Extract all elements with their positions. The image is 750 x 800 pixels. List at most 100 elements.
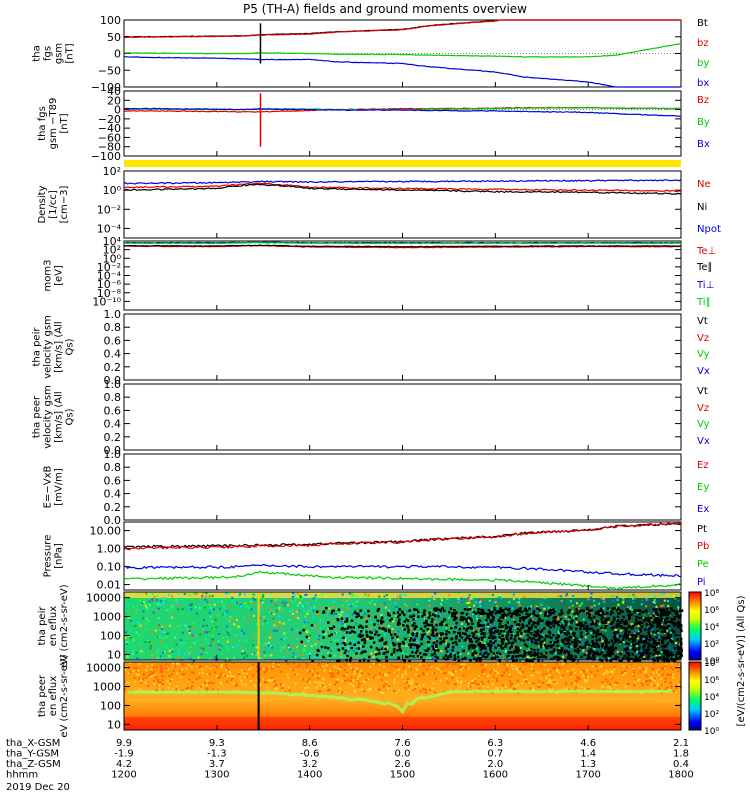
fgs-legend-1: bz [697, 38, 709, 49]
fgs-ytick-label: 100 [100, 14, 121, 27]
time-row-value: 1.8 [673, 749, 689, 760]
peer_en-ytick-label: 100 [100, 699, 121, 712]
panel-peir_en: 10000 1000 100 10 tha peiren efluxeV (cm2-s-… [37, 584, 684, 668]
peir_vel-ytick-label: 1.0 [104, 308, 122, 321]
fgs_t89-ylabel: tha fgsgsm −T89[nT] [37, 98, 70, 150]
fgs_t89-ytick-label: 0 [114, 104, 121, 117]
efield-legend-0: Ez [697, 460, 709, 471]
colorbar-tick-label: 10⁰ [704, 727, 719, 737]
time-row-value: 2.6 [395, 759, 411, 770]
time-row-value: -0.6 [300, 749, 320, 760]
time-row-value: 1500 [390, 770, 415, 781]
time-row-value: 3.7 [209, 759, 225, 770]
fgs_t89-ytick-label: −80 [98, 141, 121, 154]
colorbar-tick-label: 10⁴ [704, 693, 719, 703]
peer_vel-ytick-label: 0.4 [104, 418, 122, 431]
fgs-ytick-label: −100 [91, 81, 121, 94]
plot-title: P5 (TH-A) fields and ground moments over… [243, 2, 527, 16]
panel-peer_en: 10000 1000 100 10 tha peeren efluxeV (cm2-s-… [37, 654, 683, 738]
colorbar-tick-label: 10² [704, 640, 719, 650]
fgs-legend-2: by [697, 58, 709, 69]
time-row-value: 1800 [668, 770, 693, 781]
peir_vel-frame [123, 313, 682, 381]
pressure-ytick-label: 0.01 [97, 579, 122, 592]
peer_en-ytick-label: 1000 [93, 681, 121, 694]
peir_vel-legend-3: Vx [697, 366, 710, 377]
fgs-series-2 [123, 42, 682, 58]
time-row-value: 1400 [297, 770, 322, 781]
pressure-ytick-label: 10.00 [90, 525, 122, 538]
peir_vel-ytick-label: 0.8 [104, 321, 122, 334]
efield-ytick-label: 0.8 [104, 461, 122, 474]
peer_vel-ytick-label: 1.0 [104, 378, 122, 391]
peer_vel-ytick-label: 0.6 [104, 404, 122, 417]
density-frame [123, 170, 682, 239]
peer_en-ytick-label: 10000 [86, 662, 121, 675]
density-ytick-label: 10⁻² [97, 203, 121, 216]
peer_vel-legend-0: Vt [697, 386, 708, 397]
fgs-series-1 [123, 19, 681, 39]
colorbar-tick-label: 10⁶ [704, 606, 719, 616]
peir_en-ytick-label: 100 [100, 629, 121, 642]
efield-legend-1: Ey [697, 482, 709, 493]
pressure-series-0 [123, 522, 682, 549]
efield-ytick-label: 0.2 [104, 501, 122, 514]
density-ytick-label: 10² [103, 165, 121, 178]
plot-date: 2019 Dec 20 [6, 782, 70, 793]
time-row-value: 0.4 [673, 759, 689, 770]
density-series-0 [123, 182, 682, 193]
peir_vel-legend-2: Vy [697, 349, 710, 360]
density-legend-2: Npot [697, 224, 721, 235]
time-row-value: -1.3 [207, 749, 227, 760]
time-row-label: hhmm [6, 770, 38, 781]
peer_vel-ytick-label: 0.0 [104, 444, 122, 457]
pressure-legend-2: Pe [697, 559, 709, 570]
peer_vel-ytick-label: 0.2 [104, 431, 122, 444]
fgs_t89-frame [123, 90, 682, 157]
efield-ylabel: E=−VxB[mV/m] [43, 466, 65, 509]
fgs_t89-ytick-label: 20 [107, 94, 121, 107]
moms-legend-1: Te∥ [696, 262, 713, 273]
density-ytick-label: 10⁰ [103, 184, 122, 197]
colorbar-tick-label: 10² [704, 710, 719, 720]
time-row-value: 8.6 [302, 738, 318, 749]
peir_en-ytick-label: 10 [107, 648, 121, 661]
panel-peer_vel: 1.00.80.60.40.20.0 tha peervelocity gsm[k… [32, 378, 710, 457]
fgs_t89-ytick-label: −60 [98, 131, 121, 144]
time-row-value: 0.7 [487, 749, 503, 760]
colorbar-tick-label: 10⁰ [704, 657, 719, 667]
peir_vel-legend-1: Vz [697, 333, 709, 344]
moms-ytick-label: 10⁻¹⁰ [92, 295, 121, 308]
time-row-value: 1200 [111, 770, 136, 781]
time-row-value: 1.4 [580, 749, 596, 760]
panel-peir_vel: 1.00.80.60.40.20.0 tha peirvelocity gsm[k… [32, 308, 710, 387]
density-series-1 [123, 183, 682, 195]
density-legend-1: Ni [697, 202, 707, 213]
moms-series-3 [123, 241, 682, 245]
time-row-value: 1600 [483, 770, 508, 781]
fgs_t89-ytick-label: −40 [98, 122, 121, 135]
fgs-ylabel: thafgsgsm[nT] [32, 43, 76, 64]
moms-frame [123, 240, 682, 311]
colorbar-tick-label: 10⁸ [704, 589, 719, 599]
density-ylabel: Density[1/cc][cm−3] [37, 185, 70, 223]
time-row-value: 4.2 [116, 759, 132, 770]
peer_vel-legend-2: Vy [697, 419, 710, 430]
efield-frame [123, 453, 682, 521]
colorbar-tick-label: 10⁶ [704, 676, 719, 686]
time-row-value: 6.3 [487, 738, 503, 749]
time-row-value: 2.0 [487, 759, 503, 770]
fgs_t89-ytick-label: −100 [91, 150, 121, 163]
pressure-ytick-label: 0.10 [97, 561, 122, 574]
pressure-series-1 [123, 522, 682, 551]
moms-ytick-label: 10⁻⁶ [97, 278, 122, 291]
time-row-value: 1300 [204, 770, 229, 781]
peir_vel-ytick-label: 0.2 [104, 361, 122, 374]
time-row-value: 1.3 [580, 759, 596, 770]
time-row-label: tha_Y-GSM [6, 749, 59, 760]
peer_vel-ylabel: tha peervelocity gsm[km/s] (AllQs) [32, 385, 76, 449]
peir_en-ytick-label: 1000 [93, 611, 121, 624]
fgs_t89-legend-2: Bx [697, 139, 710, 150]
colorbar-0: 10⁰ 10² 10⁴ 10⁶ 10⁸ [688, 589, 719, 667]
